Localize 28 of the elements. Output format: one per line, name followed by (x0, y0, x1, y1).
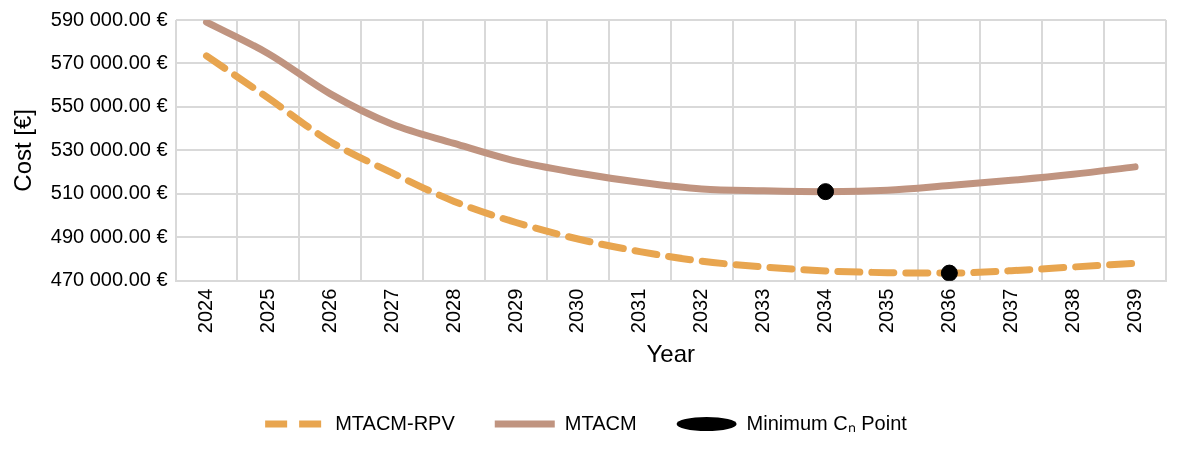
x-tick-label: 2024 (194, 288, 217, 334)
x-tick-label: 2029 (503, 288, 526, 334)
x-tick-label: 2034 (813, 288, 836, 334)
y-tick-label: 570 000.00 € (50, 50, 168, 73)
x-tick-label: 2035 (874, 288, 897, 334)
x-tick-label: 2039 (1122, 288, 1145, 334)
x-tick-label: 2027 (379, 288, 402, 334)
x-tick-label: 2031 (627, 288, 650, 334)
legend-label: MTACM-RPV (335, 411, 456, 434)
x-tick-label: 2033 (751, 288, 774, 334)
x-tick-label: 2030 (565, 288, 588, 334)
y-tick-label: 510 000.00 € (50, 181, 168, 204)
x-tick-label: 2026 (317, 288, 340, 334)
y-tick-label: 470 000.00 € (50, 268, 168, 291)
x-tick-label: 2037 (998, 288, 1021, 334)
y-tick-label: 530 000.00 € (50, 137, 168, 160)
x-axis-title: Year (646, 340, 696, 368)
x-tick-label: 2032 (689, 288, 712, 334)
y-tick-label: 490 000.00 € (50, 224, 168, 247)
legend-label: Minimum Cₙ Point (746, 411, 908, 434)
x-tick-label: 2036 (936, 288, 959, 334)
x-tick-label: 2028 (441, 288, 464, 334)
x-tick-label: 2038 (1060, 288, 1083, 334)
y-tick-label: 590 000.00 € (50, 7, 168, 30)
y-tick-label: 550 000.00 € (50, 94, 168, 117)
y-axis-title: Cost [€] (9, 109, 37, 192)
x-tick-label: 2025 (255, 288, 278, 334)
legend-label: MTACM (564, 411, 637, 434)
